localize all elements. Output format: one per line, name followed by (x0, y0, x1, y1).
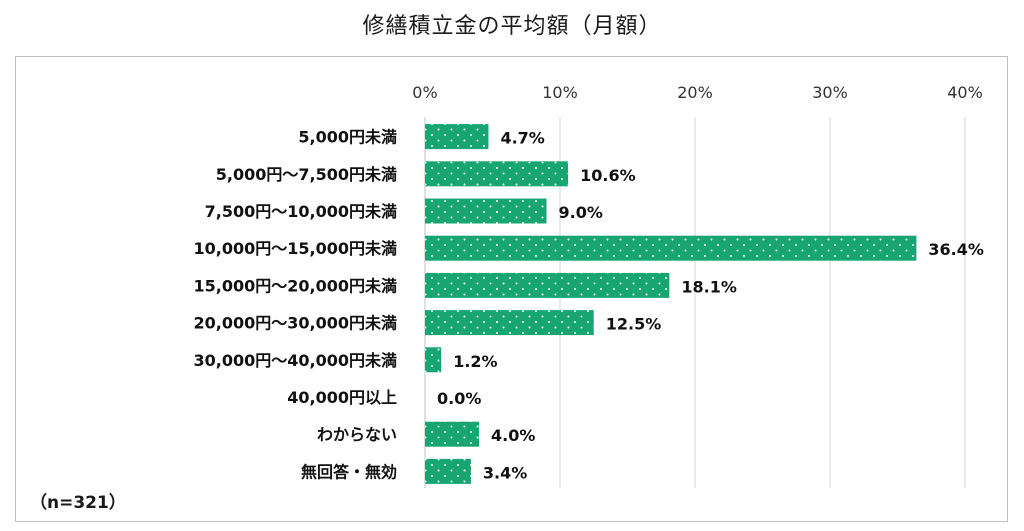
data-label: 4.7% (500, 129, 544, 148)
bar (425, 347, 442, 373)
bar (425, 310, 594, 336)
category-label: 5,000円未満 (298, 128, 397, 147)
category-label: 15,000円～20,000円未満 (194, 276, 398, 295)
data-label: 4.0% (491, 426, 535, 445)
data-label: 18.1% (681, 277, 737, 296)
category-label: 40,000円以上 (287, 388, 397, 407)
data-label: 10.6% (580, 166, 636, 185)
category-label: 7,500円～10,000円未満 (205, 202, 397, 221)
data-label: 1.2% (453, 352, 497, 371)
x-tick-label: 30% (812, 83, 848, 102)
sample-size-note: （n=321） (30, 493, 126, 513)
category-label: わからない (317, 425, 397, 444)
data-label: 0.0% (437, 389, 481, 408)
x-tick-label: 40% (947, 83, 983, 102)
bar (425, 161, 569, 187)
bar (425, 458, 471, 484)
data-label: 12.5% (606, 315, 662, 334)
category-label: 5,000円～7,500円未満 (216, 165, 397, 184)
bar (425, 235, 917, 261)
category-label: 10,000円～15,000円未満 (194, 239, 398, 258)
bar (425, 198, 547, 224)
bar (425, 272, 670, 298)
category-label: 20,000円～30,000円未満 (194, 314, 398, 333)
data-label: 9.0% (559, 203, 603, 222)
bar (425, 421, 479, 447)
chart-title: 修繕積立金の平均額（月額） (362, 14, 662, 39)
chart-frame (15, 56, 1008, 522)
data-label: 3.4% (483, 463, 527, 482)
category-label: 30,000円～40,000円未満 (194, 351, 398, 370)
x-tick-label: 20% (677, 83, 713, 102)
x-tick-label: 10% (542, 83, 578, 102)
bar (425, 124, 489, 150)
category-label: 無回答・無効 (301, 462, 397, 481)
data-label: 36.4% (928, 240, 984, 259)
x-tick-label: 0% (412, 83, 437, 102)
